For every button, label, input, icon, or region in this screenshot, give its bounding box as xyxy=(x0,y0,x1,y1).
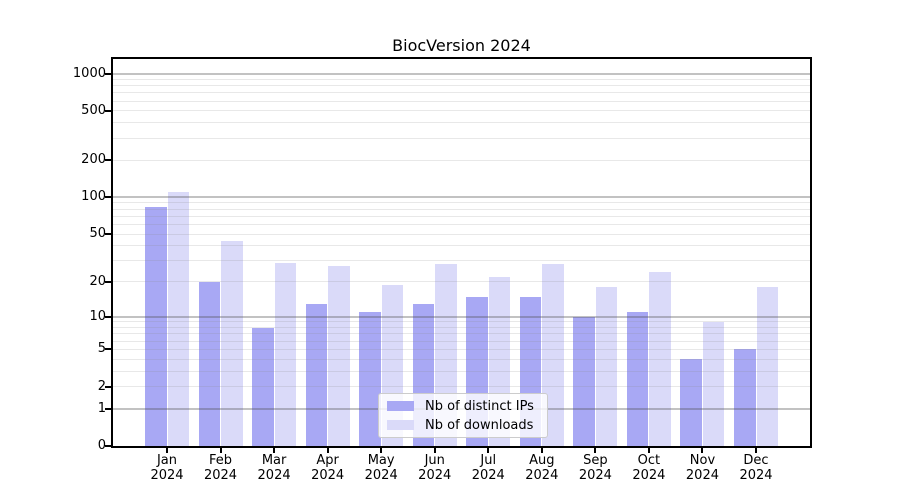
x-tick-mark-may xyxy=(380,448,383,453)
y-tick-mark-10 xyxy=(105,315,111,318)
y-tick-label-50: 50 xyxy=(89,226,106,242)
x-tick-mark-sep xyxy=(594,448,597,453)
gridline-y-40 xyxy=(113,245,810,247)
bar-distinct-ips-mar xyxy=(252,327,274,446)
gridline-y-80 xyxy=(113,208,810,210)
y-tick-label-500: 500 xyxy=(81,102,106,118)
y-tick-label-1000: 1000 xyxy=(72,65,106,81)
x-tick-mark-dec xyxy=(755,448,757,453)
x-tick-label-nov: Nov 2024 xyxy=(685,453,719,483)
gridline-y-800 xyxy=(113,85,810,87)
plot-area xyxy=(113,59,810,446)
x-tick-label-feb: Feb 2024 xyxy=(203,453,238,483)
x-tick-mark-jan xyxy=(166,448,168,453)
bar-downloads-oct xyxy=(649,272,671,446)
gridline-y-90 xyxy=(113,202,810,204)
x-tick-label-jul: Jul 2024 xyxy=(471,453,505,483)
legend: Nb of distinct IPs Nb of downloads xyxy=(378,393,548,438)
gridline-y-200 xyxy=(113,159,810,161)
y-tick-label-100: 100 xyxy=(81,189,106,205)
legend-item-downloads: Nb of downloads xyxy=(387,418,547,433)
bar-distinct-ips-sep xyxy=(573,316,595,446)
x-tick-label-aug: Aug 2024 xyxy=(525,453,559,483)
y-tick-label-10: 10 xyxy=(89,308,106,324)
x-tick-mark-feb xyxy=(219,448,222,453)
bar-downloads-jan xyxy=(167,192,189,446)
x-tick-mark-oct xyxy=(647,448,650,453)
legend-swatch-downloads xyxy=(387,420,414,430)
x-tick-mark-apr xyxy=(326,448,329,453)
gridline-y-50 xyxy=(113,233,810,235)
x-tick-mark-aug xyxy=(540,448,543,453)
y-tick-mark-50 xyxy=(105,233,111,236)
plot-frame xyxy=(111,57,812,448)
x-tick-mark-nov xyxy=(701,448,704,453)
y-tick-mark-1000 xyxy=(105,72,111,75)
legend-label-downloads: Nb of downloads xyxy=(425,417,534,433)
y-tick-label-20: 20 xyxy=(89,273,106,289)
bar-distinct-ips-nov xyxy=(680,359,702,446)
y-tick-label-1: 1 xyxy=(97,400,106,416)
y-tick-label-2: 2 xyxy=(97,378,106,394)
x-tick-label-sep: Sep 2024 xyxy=(578,453,612,483)
y-tick-label-5: 5 xyxy=(97,341,106,357)
gridline-y-400 xyxy=(113,122,810,124)
bar-distinct-ips-apr xyxy=(305,303,328,446)
y-tick-mark-2 xyxy=(105,385,111,388)
y-tick-mark-20 xyxy=(105,280,111,283)
x-tick-label-may: May 2024 xyxy=(364,453,398,483)
x-tick-mark-jul xyxy=(487,448,490,453)
x-tick-mark-jun xyxy=(433,448,436,453)
y-tick-label-0: 0 xyxy=(97,438,106,453)
bar-downloads-apr xyxy=(328,266,350,446)
bar-distinct-ips-may xyxy=(359,312,381,446)
x-tick-label-mar: Mar 2024 xyxy=(257,453,291,483)
gridline-y-500 xyxy=(113,110,810,112)
bar-distinct-ips-feb xyxy=(198,281,221,446)
gridline-y-700 xyxy=(113,92,810,94)
x-tick-label-apr: Apr 2024 xyxy=(311,453,345,483)
bar-downloads-sep xyxy=(595,287,618,446)
gridline-y-100 xyxy=(113,196,810,199)
bar-downloads-nov xyxy=(702,321,725,446)
y-tick-label-200: 200 xyxy=(81,152,106,168)
y-tick-mark-100 xyxy=(105,196,111,199)
y-tick-mark-5 xyxy=(105,348,111,351)
gridline-y-30 xyxy=(113,260,810,262)
gridline-y-600 xyxy=(113,100,810,102)
gridline-y-900 xyxy=(113,78,810,80)
legend-item-distinct-ips: Nb of distinct IPs xyxy=(387,399,547,414)
y-tick-mark-0 xyxy=(105,445,111,447)
gridline-y-300 xyxy=(113,137,810,139)
gridline-y-60 xyxy=(113,223,810,225)
y-tick-mark-500 xyxy=(105,109,111,112)
bar-distinct-ips-oct xyxy=(626,312,649,446)
bar-downloads-dec xyxy=(756,287,778,446)
bar-distinct-ips-jan xyxy=(145,207,167,446)
x-tick-label-jun: Jun 2024 xyxy=(418,453,452,483)
gridline-y-70 xyxy=(113,215,810,217)
chart-title: BiocVersion 2024 xyxy=(392,36,531,55)
bar-downloads-mar xyxy=(274,262,297,446)
legend-label-distinct-ips: Nb of distinct IPs xyxy=(425,398,534,414)
bar-distinct-ips-dec xyxy=(734,349,756,446)
y-tick-mark-200 xyxy=(105,159,111,162)
legend-swatch-distinct-ips xyxy=(387,401,414,411)
y-tick-mark-1 xyxy=(105,407,111,410)
x-tick-label-jan: Jan 2024 xyxy=(150,453,184,483)
x-tick-label-oct: Oct 2024 xyxy=(632,453,666,483)
x-tick-label-dec: Dec 2024 xyxy=(739,453,773,483)
gridline-y-1000 xyxy=(113,72,810,75)
bar-downloads-feb xyxy=(221,240,243,446)
x-tick-mark-mar xyxy=(273,448,276,453)
